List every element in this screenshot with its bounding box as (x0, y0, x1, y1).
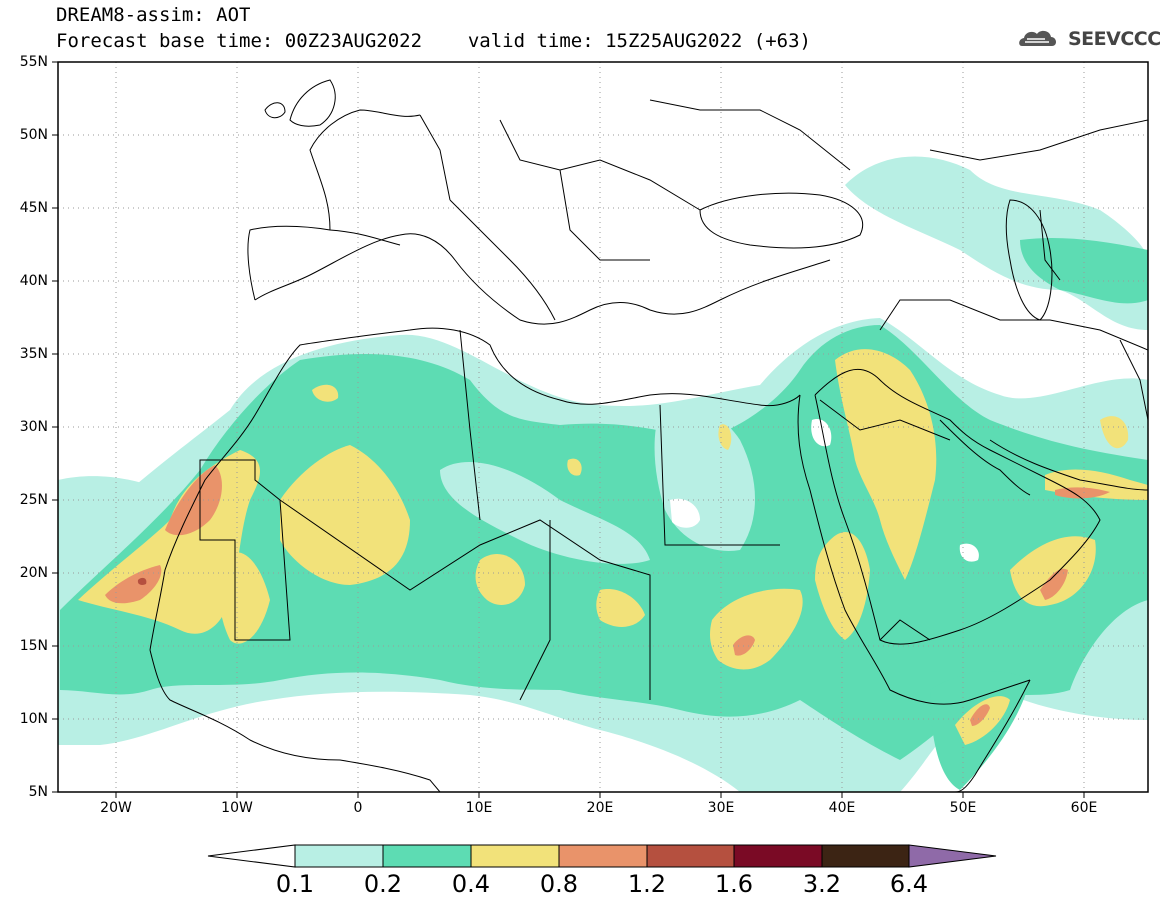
lat-tick-label: 35N (19, 346, 48, 362)
lat-tick-label: 45N (19, 200, 48, 216)
axis-ticks (52, 61, 1085, 798)
colorbar-level-label: 1.2 (627, 870, 667, 898)
colorbar (207, 844, 997, 868)
colorbar-level-label: 3.2 (802, 870, 842, 898)
colorbar-level-label: 0.8 (539, 870, 579, 898)
coastlines-borders (149, 79, 1148, 792)
colorbar-max-arrow (908, 844, 997, 868)
seevccc-logo-icon (1019, 30, 1057, 46)
logo-text: SEEVCCC (1068, 28, 1161, 50)
colorbar-bin-1 (382, 844, 472, 868)
valid-time-label: valid time: 15Z25AUG2022 (+63) (467, 30, 811, 52)
colorbar-min-arrow (207, 844, 296, 868)
lat-tick-label: 20N (19, 565, 48, 581)
lon-tick-label: 10W (221, 800, 253, 816)
colorbar-bin-0 (294, 844, 384, 868)
lat-tick-label: 15N (19, 638, 48, 654)
colorbar-bin-2 (470, 844, 560, 868)
colorbar-level-label: 6.4 (889, 870, 929, 898)
lat-tick-label: 25N (19, 492, 48, 508)
colorbar-bin-4 (646, 844, 735, 868)
lat-tick-label: 50N (19, 127, 48, 143)
aot-field (58, 156, 1148, 792)
colorbar-level-label: 0.2 (363, 870, 403, 898)
lon-tick-label: 40E (828, 800, 856, 816)
lat-tick-label: 10N (19, 711, 48, 727)
map-title: DREAM8-assim: AOT (56, 4, 251, 26)
lon-tick-label: 30E (707, 800, 735, 816)
colorbar-level-label: 0.1 (275, 870, 315, 898)
lon-tick-label: 60E (1070, 800, 1098, 816)
colorbar-bin-6 (821, 844, 910, 868)
gridlines (58, 62, 1148, 792)
time-info: Forecast base time: 00Z23AUG2022 valid t… (56, 30, 811, 52)
lon-tick-label: 50E (949, 800, 977, 816)
lat-tick-label: 40N (19, 273, 48, 289)
lon-tick-label: 20W (100, 800, 132, 816)
colorbar-level-label: 0.4 (451, 870, 491, 898)
lat-tick-label: 30N (19, 419, 48, 435)
colorbar-bin-5 (733, 844, 823, 868)
lon-tick-label: 10E (465, 800, 493, 816)
lat-tick-label: 55N (19, 54, 48, 70)
aot-level-0.8 (105, 565, 162, 604)
base-time-label: Forecast base time: 00Z23AUG2022 (56, 30, 423, 52)
lon-tick-label: 20E (586, 800, 614, 816)
colorbar-level-label: 1.6 (714, 870, 754, 898)
colorbar-bin-3 (558, 844, 648, 868)
lat-tick-label: 5N (28, 784, 48, 800)
lon-tick-label: 0 (353, 800, 363, 816)
